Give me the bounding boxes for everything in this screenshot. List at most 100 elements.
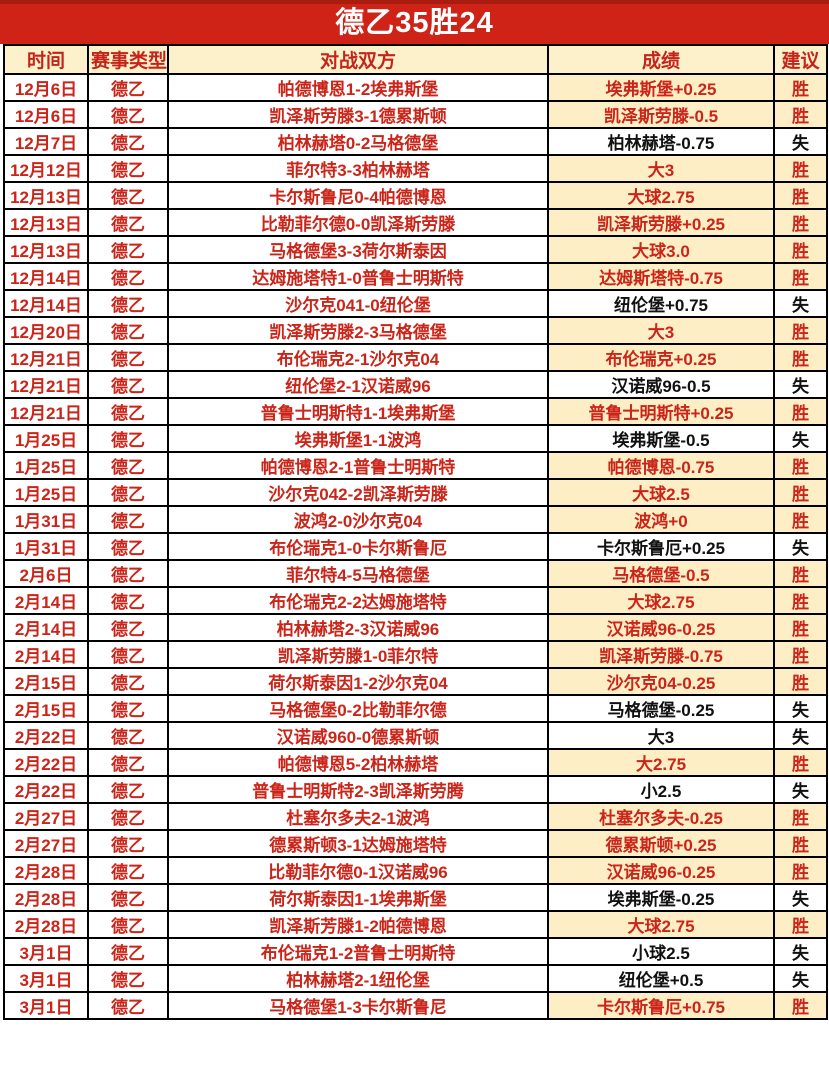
col-header-match: 对战双方 xyxy=(167,44,549,75)
result-cell: 卡尔斯鲁厄+0.25 xyxy=(547,532,775,561)
table-row: 12月14日 德乙 沙尔克041-0纽伦堡 纽伦堡+0.75 失 xyxy=(3,289,828,318)
match-cell: 达姆施塔特1-0普鲁士明斯特 xyxy=(167,262,549,291)
table-row: 3月1日 德乙 布伦瑞克1-2普鲁士明斯特 小球2.5 失 xyxy=(3,937,828,966)
date-cell: 2月14日 xyxy=(3,640,89,669)
result-cell: 大球2.75 xyxy=(547,910,775,939)
match-cell: 埃弗斯堡1-1波鸿 xyxy=(167,424,549,453)
result-cell: 德累斯顿+0.25 xyxy=(547,829,775,858)
date-cell: 3月1日 xyxy=(3,964,89,993)
table-row: 2月14日 德乙 柏林赫塔2-3汉诺威96 汉诺威96-0.25 胜 xyxy=(3,613,828,642)
table-row: 12月14日 德乙 达姆施塔特1-0普鲁士明斯特 达姆斯塔特-0.75 胜 xyxy=(3,262,828,291)
table-row: 12月13日 德乙 马格德堡3-3荷尔斯泰因 大球3.0 胜 xyxy=(3,235,828,264)
date-cell: 3月1日 xyxy=(3,991,89,1020)
table-row: 1月25日 德乙 沙尔克042-2凯泽斯劳滕 大球2.5 胜 xyxy=(3,478,828,507)
date-cell: 12月12日 xyxy=(3,154,89,183)
match-cell: 普鲁士明斯特2-3凯泽斯劳腾 xyxy=(167,775,549,804)
result-cell: 凯泽斯劳滕-0.5 xyxy=(547,100,775,129)
match-cell: 比勒菲尔德0-0凯泽斯劳滕 xyxy=(167,208,549,237)
match-cell: 柏林赫塔0-2马格德堡 xyxy=(167,127,549,156)
league-cell: 德乙 xyxy=(87,235,169,264)
date-cell: 12月14日 xyxy=(3,262,89,291)
verdict-cell: 胜 xyxy=(773,910,828,939)
table-row: 2月22日 德乙 普鲁士明斯特2-3凯泽斯劳腾 小2.5 失 xyxy=(3,775,828,804)
league-cell: 德乙 xyxy=(87,316,169,345)
match-cell: 帕德博恩5-2柏林赫塔 xyxy=(167,748,549,777)
league-cell: 德乙 xyxy=(87,883,169,912)
verdict-cell: 胜 xyxy=(773,559,828,588)
league-cell: 德乙 xyxy=(87,370,169,399)
verdict-cell: 胜 xyxy=(773,154,828,183)
table-row: 2月14日 德乙 布伦瑞克2-2达姆施塔特 大球2.75 胜 xyxy=(3,586,828,615)
verdict-cell: 胜 xyxy=(773,100,828,129)
table-row: 2月27日 德乙 杜塞尔多夫2-1波鸿 杜塞尔多夫-0.25 胜 xyxy=(3,802,828,831)
verdict-cell: 胜 xyxy=(773,586,828,615)
result-cell: 汉诺威96-0.25 xyxy=(547,613,775,642)
verdict-cell: 失 xyxy=(773,721,828,750)
date-cell: 1月25日 xyxy=(3,424,89,453)
result-cell: 凯泽斯劳滕+0.25 xyxy=(547,208,775,237)
col-header-result: 成绩 xyxy=(547,44,775,75)
verdict-cell: 胜 xyxy=(773,181,828,210)
result-cell: 波鸿+0 xyxy=(547,505,775,534)
result-cell: 马格德堡-0.25 xyxy=(547,694,775,723)
match-cell: 马格德堡0-2比勒菲尔德 xyxy=(167,694,549,723)
league-cell: 德乙 xyxy=(87,478,169,507)
col-header-verdict: 建议 xyxy=(773,44,828,75)
league-cell: 德乙 xyxy=(87,802,169,831)
result-cell: 大3 xyxy=(547,154,775,183)
result-cell: 大球3.0 xyxy=(547,235,775,264)
result-cell: 纽伦堡+0.5 xyxy=(547,964,775,993)
header-row: 时间 赛事类型 对战双方 成绩 建议 xyxy=(3,44,828,75)
date-cell: 2月6日 xyxy=(3,559,89,588)
match-cell: 纽伦堡2-1汉诺威96 xyxy=(167,370,549,399)
league-cell: 德乙 xyxy=(87,559,169,588)
verdict-cell: 失 xyxy=(773,127,828,156)
date-cell: 1月25日 xyxy=(3,478,89,507)
table-row: 12月12日 德乙 菲尔特3-3柏林赫塔 大3 胜 xyxy=(3,154,828,183)
match-cell: 柏林赫塔2-1纽伦堡 xyxy=(167,964,549,993)
date-cell: 1月31日 xyxy=(3,505,89,534)
result-cell: 凯泽斯劳滕-0.75 xyxy=(547,640,775,669)
league-cell: 德乙 xyxy=(87,667,169,696)
verdict-cell: 胜 xyxy=(773,640,828,669)
match-cell: 凯泽斯芳滕1-2帕德博恩 xyxy=(167,910,549,939)
verdict-cell: 胜 xyxy=(773,343,828,372)
result-cell: 小球2.5 xyxy=(547,937,775,966)
verdict-cell: 胜 xyxy=(773,235,828,264)
verdict-cell: 胜 xyxy=(773,316,828,345)
league-cell: 德乙 xyxy=(87,424,169,453)
match-cell: 柏林赫塔2-3汉诺威96 xyxy=(167,613,549,642)
date-cell: 2月14日 xyxy=(3,586,89,615)
league-cell: 德乙 xyxy=(87,73,169,102)
league-cell: 德乙 xyxy=(87,613,169,642)
match-cell: 菲尔特4-5马格德堡 xyxy=(167,559,549,588)
table-row: 12月13日 德乙 比勒菲尔德0-0凯泽斯劳滕 凯泽斯劳滕+0.25 胜 xyxy=(3,208,828,237)
result-cell: 埃弗斯堡-0.5 xyxy=(547,424,775,453)
league-cell: 德乙 xyxy=(87,262,169,291)
league-cell: 德乙 xyxy=(87,721,169,750)
table-row: 12月20日 德乙 凯泽斯劳滕2-3马格德堡 大3 胜 xyxy=(3,316,828,345)
league-cell: 德乙 xyxy=(87,937,169,966)
result-cell: 大球2.75 xyxy=(547,586,775,615)
match-cell: 凯泽斯劳滕2-3马格德堡 xyxy=(167,316,549,345)
table-row: 2月22日 德乙 汉诺威960-0德累斯顿 大3 失 xyxy=(3,721,828,750)
match-cell: 凯泽斯劳滕3-1德累斯顿 xyxy=(167,100,549,129)
col-header-time: 时间 xyxy=(3,44,89,75)
verdict-cell: 胜 xyxy=(773,262,828,291)
table-row: 1月31日 德乙 波鸿2-0沙尔克04 波鸿+0 胜 xyxy=(3,505,828,534)
date-cell: 12月21日 xyxy=(3,343,89,372)
table-row: 12月6日 德乙 帕德博恩1-2埃弗斯堡 埃弗斯堡+0.25 胜 xyxy=(3,73,828,102)
table-row: 12月7日 德乙 柏林赫塔0-2马格德堡 柏林赫塔-0.75 失 xyxy=(3,127,828,156)
match-cell: 汉诺威960-0德累斯顿 xyxy=(167,721,549,750)
league-cell: 德乙 xyxy=(87,991,169,1020)
league-cell: 德乙 xyxy=(87,775,169,804)
date-cell: 12月20日 xyxy=(3,316,89,345)
match-cell: 布伦瑞克2-2达姆施塔特 xyxy=(167,586,549,615)
verdict-cell: 胜 xyxy=(773,802,828,831)
date-cell: 2月27日 xyxy=(3,829,89,858)
verdict-cell: 失 xyxy=(773,370,828,399)
result-cell: 沙尔克04-0.25 xyxy=(547,667,775,696)
table-row: 2月15日 德乙 荷尔斯泰因1-2沙尔克04 沙尔克04-0.25 胜 xyxy=(3,667,828,696)
table-row: 2月22日 德乙 帕德博恩5-2柏林赫塔 大2.75 胜 xyxy=(3,748,828,777)
verdict-cell: 胜 xyxy=(773,451,828,480)
